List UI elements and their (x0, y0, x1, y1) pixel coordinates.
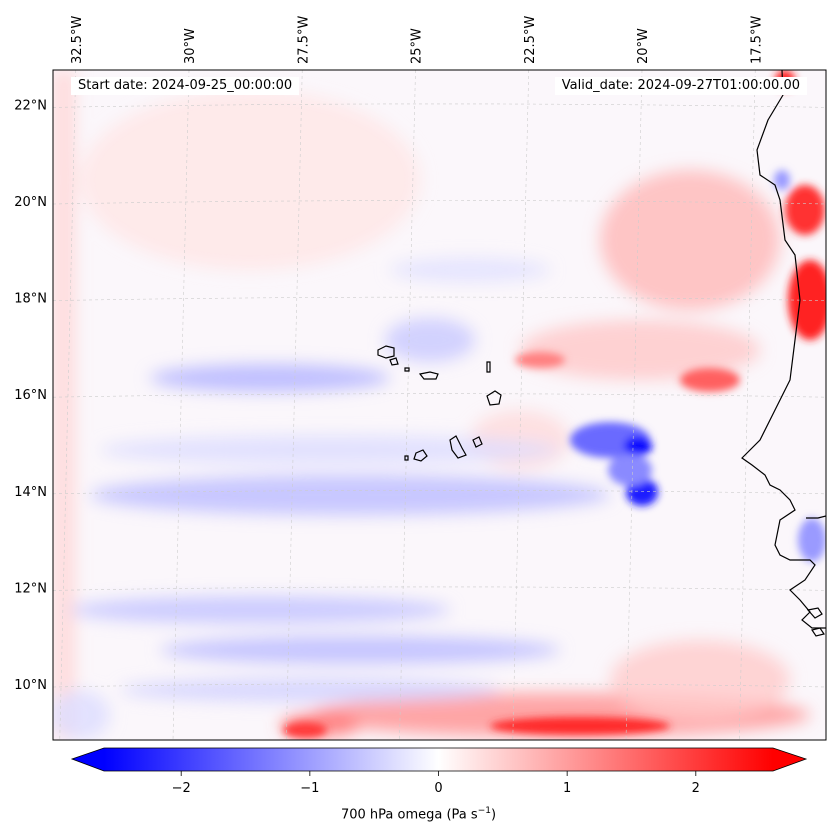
colorbar-extend-right (773, 748, 806, 771)
colorbar-tick-label: 0 (434, 781, 442, 796)
island-9 (413, 449, 428, 462)
omega-east-positive-area (520, 320, 760, 380)
omega-east-positive-2 (515, 352, 565, 368)
omega-northeast-positive-area (600, 170, 780, 310)
omega-south-band-3 (120, 678, 500, 702)
colorbar-tick-label: 1 (563, 781, 571, 796)
parallel-line (53, 103, 826, 108)
colorbar-tick-label: −1 (300, 781, 319, 796)
omega-middle-band (100, 435, 560, 465)
omega-west-edge-band (53, 70, 75, 740)
island-11 (806, 607, 823, 619)
parallel-line (53, 393, 826, 398)
lon-tick-label: 22.5°W (523, 16, 538, 64)
start-date-label: Start date: 2024-09-25_00:00:00 (71, 77, 300, 95)
colorbar-body (104, 748, 773, 771)
island-10 (404, 455, 409, 461)
colorbar: −2 −1 0 1 2 (70, 747, 808, 796)
parallel-line (53, 586, 826, 591)
parallel-line (53, 490, 826, 495)
island-3 (404, 367, 410, 372)
omega-east-positive-1 (680, 368, 740, 392)
omega-strong-ascent-2 (624, 436, 652, 456)
omega-coast-negative-1 (798, 518, 826, 562)
lon-tick-label: 25°W (410, 28, 425, 64)
meridian-line (512, 70, 530, 740)
parallel-line (53, 296, 826, 301)
island-8 (472, 436, 483, 448)
parallel-line (53, 683, 826, 688)
omega-south-band-2 (160, 636, 560, 664)
parallel-line (53, 200, 826, 205)
lat-tick-label: 22°N (14, 98, 47, 113)
lat-tick-label: 10°N (14, 678, 47, 693)
island-12 (811, 627, 825, 637)
omega-north-band (150, 364, 390, 392)
colorbar-units: Pa s (451, 807, 478, 823)
omega-strong-ascent-4 (608, 454, 652, 486)
lon-tick-label: 30°W (183, 28, 198, 64)
meridian-line (59, 70, 77, 740)
omega-south-band-1 (70, 596, 450, 624)
omega-upper-band (390, 258, 550, 282)
colorbar-tick-label: 2 (692, 781, 700, 796)
omega-northwest-light-area (80, 90, 420, 270)
omega-coast-negative-2 (774, 170, 790, 190)
africa-coastline (741, 70, 826, 629)
omega-southeast-light-area (610, 640, 790, 720)
graticule (53, 70, 826, 740)
omega-east-max-2 (785, 185, 825, 235)
lon-tick-label: 17.5°W (749, 16, 764, 64)
map-frame (52, 69, 827, 741)
colorbar-ticks: −2 −1 0 1 2 (172, 771, 700, 796)
island-2 (389, 357, 399, 366)
omega-east-max-1 (788, 260, 826, 340)
lat-tick-label: 20°N (14, 195, 47, 210)
omega-southwest-light (53, 690, 110, 740)
colorbar-outline (70, 747, 808, 772)
omega-central-band (90, 475, 610, 515)
lat-tick-label: 16°N (14, 388, 47, 403)
island-4 (418, 371, 439, 380)
island-6 (486, 390, 502, 406)
meridian-line (172, 70, 190, 740)
island-1 (377, 345, 395, 359)
lat-tick-label: 12°N (14, 581, 47, 596)
meridian-line (399, 70, 416, 740)
omega-islands-area (385, 318, 475, 362)
meridian-line (285, 70, 303, 740)
colorbar-variable: 700 hPa omega (340, 807, 443, 823)
omega-south-max (490, 717, 670, 735)
lon-tick-label: 20°W (636, 28, 651, 64)
lon-tick-label: 27.5°W (296, 16, 311, 64)
meridian-line (738, 70, 756, 740)
lat-tick-label: 18°N (14, 292, 47, 307)
colorbar-units-exponent: −1 (477, 806, 491, 816)
map-panel (53, 70, 826, 740)
lat-tick-labels: 22°N 20°N 18°N 16°N 14°N 12°N 10°N (14, 98, 47, 693)
lon-tick-labels: 32.5°W 30°W 27.5°W 25°W 22.5°W 20°W 17.5°W (70, 16, 765, 64)
valid-date-label: Valid_date: 2024-09-27T01:00:00.00 (554, 77, 807, 95)
meridian-line (625, 70, 643, 740)
colorbar-tick-label: −2 (172, 781, 191, 796)
colorbar-extend-left (72, 748, 104, 771)
lon-tick-label: 32.5°W (70, 16, 85, 64)
island-5 (486, 361, 491, 373)
colorbar-label: 700 hPa omega (Pa s−1) (340, 806, 497, 823)
lat-tick-label: 14°N (14, 485, 47, 500)
island-7 (449, 435, 467, 459)
omega-southwest-max (283, 722, 327, 738)
coast-detail (806, 515, 826, 519)
coastlines (377, 70, 826, 637)
